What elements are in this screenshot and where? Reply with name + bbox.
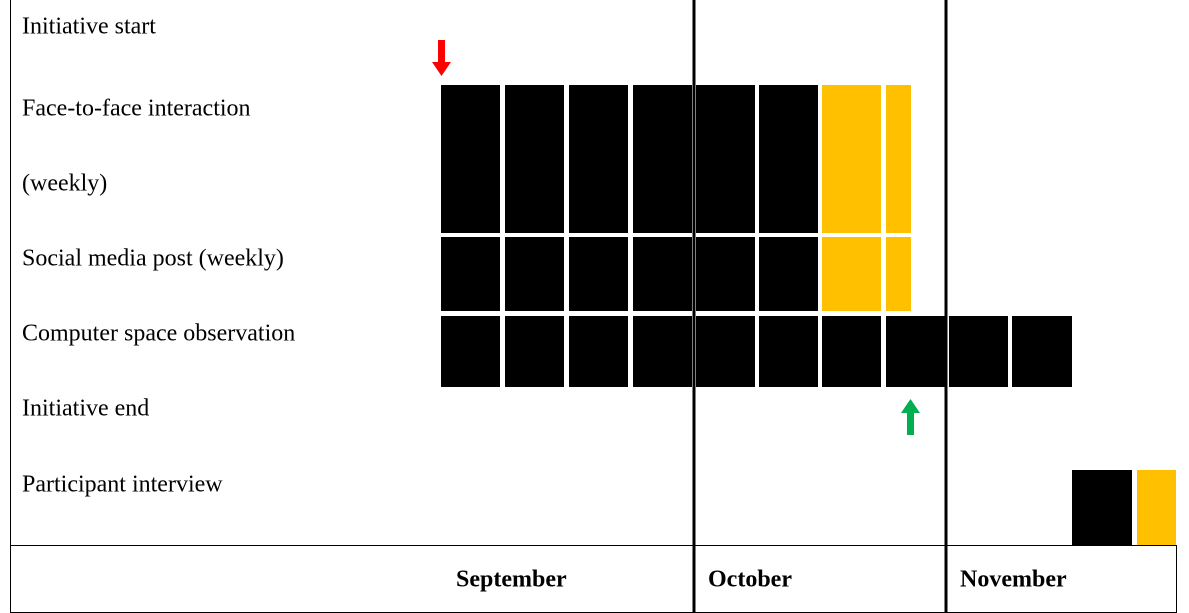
row-label: Initiative end	[22, 396, 149, 422]
row-label: Participant interview	[22, 472, 223, 498]
month-label: November	[960, 567, 1067, 593]
month-label: October	[708, 567, 792, 593]
row-label: (weekly)	[22, 171, 107, 197]
month-label: September	[456, 567, 567, 593]
row-label: Face-to-face interaction	[22, 96, 251, 122]
row-label: Social media post (weekly)	[22, 246, 284, 272]
cells	[441, 85, 1176, 545]
start-arrow	[432, 40, 451, 76]
row-label: Initiative start	[22, 14, 156, 40]
end-arrow	[901, 399, 920, 435]
row-label: Computer space observation	[22, 321, 295, 347]
